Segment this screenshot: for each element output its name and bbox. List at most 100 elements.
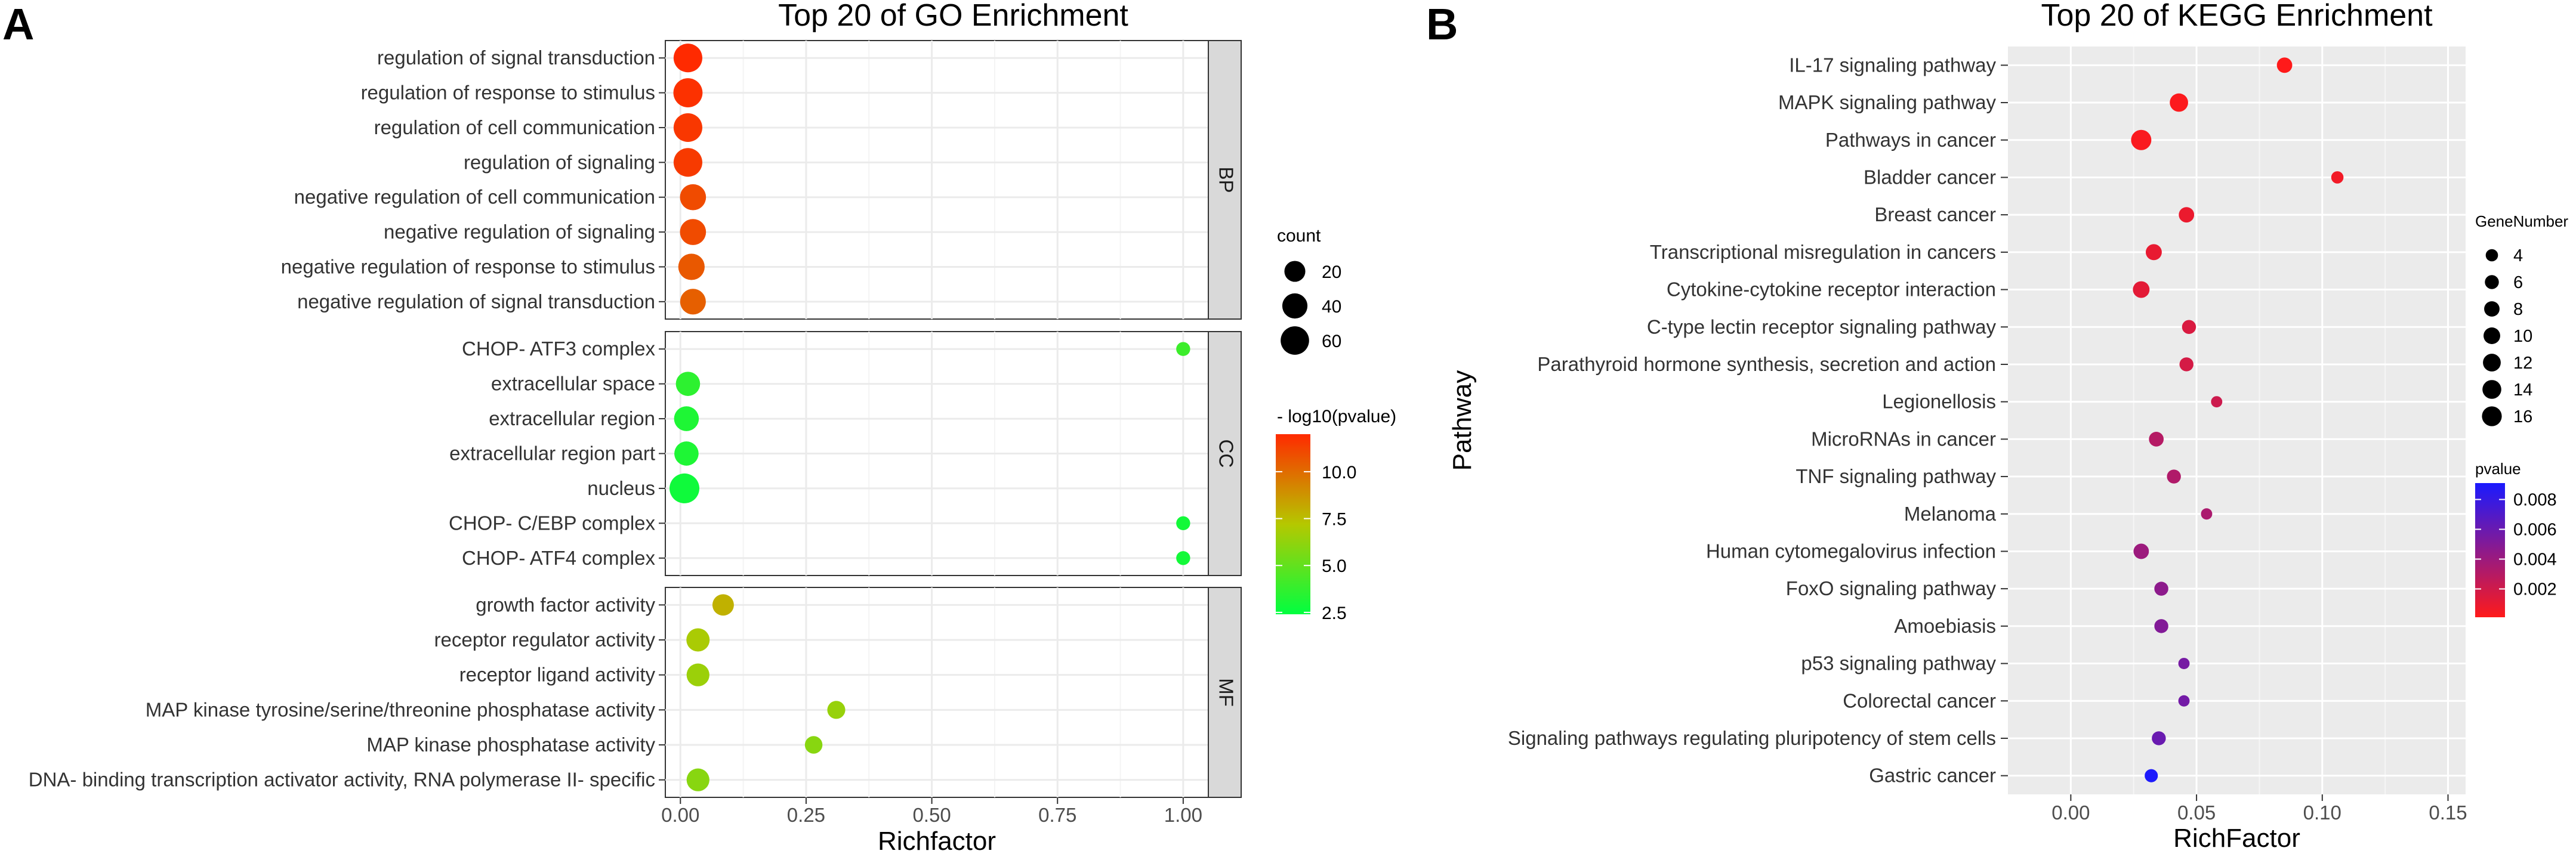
- go-point: [673, 148, 702, 177]
- go-term-label: negative regulation of cell communicatio…: [294, 186, 655, 208]
- go-point: [673, 113, 702, 142]
- kegg-colorbar-label: 0.008: [2513, 491, 2557, 510]
- kegg-size-legend-key: [2482, 380, 2501, 399]
- go-term-label: nucleus: [587, 477, 655, 499]
- go-point: [675, 372, 701, 396]
- go-facet-label: CC: [1215, 440, 1237, 468]
- kegg-color-legend-title: pvalue: [2475, 460, 2521, 478]
- kegg-pathway-label: Pathways in cancer: [1825, 129, 1996, 151]
- kegg-point: [2131, 129, 2152, 150]
- go-facet-strip-mf: [1208, 587, 1242, 798]
- go-term-label: negative regulation of signal transducti…: [297, 290, 655, 313]
- kegg-point: [2178, 695, 2190, 707]
- go-xtick-label: 0.75: [1038, 804, 1076, 826]
- kegg-x-axis-title: RichFactor: [2173, 824, 2300, 853]
- go-point: [674, 441, 699, 466]
- go-chart-title: Top 20 of GO Enrichment: [778, 0, 1128, 33]
- go-point: [827, 701, 846, 719]
- kegg-colorbar: [2475, 483, 2505, 617]
- kegg-point: [2152, 731, 2166, 745]
- kegg-point: [2182, 320, 2196, 334]
- kegg-xtick-label: 0.00: [2051, 802, 2090, 824]
- go-xtick-label: 1.00: [1164, 804, 1202, 826]
- go-point: [674, 406, 699, 431]
- go-point: [712, 594, 734, 616]
- kegg-y-axis-title: Pathway: [1448, 370, 1477, 471]
- go-size-legend-label: 60: [1322, 332, 1341, 351]
- kegg-pathway-label: Transcriptional misregulation in cancers: [1650, 241, 1996, 263]
- kegg-point: [2133, 543, 2149, 559]
- kegg-colorbar-label: 0.004: [2513, 550, 2557, 570]
- go-term-label: regulation of signal transduction: [377, 47, 655, 69]
- kegg-pathway-label: FoxO signaling pathway: [1786, 577, 1997, 599]
- kegg-point: [2133, 281, 2150, 298]
- kegg-xtick-label: 0.10: [2303, 802, 2341, 824]
- kegg-point: [2154, 581, 2168, 596]
- kegg-size-legend-label: 16: [2513, 407, 2532, 426]
- go-facet-label: MF: [1215, 678, 1237, 707]
- kegg-size-legend-key: [2484, 301, 2500, 317]
- kegg-point: [2179, 357, 2194, 372]
- go-point: [804, 736, 823, 754]
- kegg-size-legend-label: 4: [2513, 246, 2523, 265]
- go-colorbar: [1276, 434, 1310, 614]
- go-term-label: CHOP- ATF3 complex: [462, 338, 655, 360]
- kegg-point: [2145, 769, 2158, 782]
- kegg-xtick-label: 0.15: [2429, 802, 2467, 824]
- go-term-label: receptor regulator activity: [434, 629, 656, 651]
- kegg-pathway-label: Signaling pathways regulating pluripoten…: [1508, 727, 1996, 749]
- go-term-label: growth factor activity: [476, 593, 655, 615]
- kegg-point: [2178, 658, 2190, 670]
- kegg-pathway-label: Bladder cancer: [1864, 166, 1996, 188]
- kegg-pathway-label: Amoebiasis: [1894, 615, 1996, 637]
- kegg-point: [2145, 244, 2162, 261]
- kegg-pathway-label: p53 signaling pathway: [1801, 652, 1996, 675]
- kegg-size-legend-key: [2482, 406, 2502, 426]
- kegg-pathway-label: Gastric cancer: [1869, 765, 1996, 787]
- kegg-point: [2154, 619, 2168, 633]
- kegg-pathway-label: Breast cancer: [1874, 203, 1996, 225]
- go-color-legend-title: - log10(pvalue): [1277, 407, 1396, 426]
- kegg-size-legend-key: [2485, 275, 2499, 289]
- kegg-point: [2211, 396, 2223, 408]
- go-term-label: regulation of cell communication: [374, 116, 655, 138]
- kegg-point: [2201, 508, 2213, 520]
- kegg-point: [2331, 171, 2344, 184]
- go-point: [680, 219, 707, 245]
- kegg-pathway-label: MAPK signaling pathway: [1778, 91, 1997, 113]
- kegg-point: [2276, 57, 2293, 73]
- kegg-pathway-label: Human cytomegalovirus infection: [1706, 540, 1996, 562]
- go-term-label: extracellular region part: [449, 443, 655, 465]
- go-point: [673, 78, 703, 107]
- kegg-pathway-label: Colorectal cancer: [1843, 689, 1996, 711]
- kegg-size-legend-key: [2484, 327, 2500, 344]
- go-term-label: MAP kinase tyrosine/serine/threonine pho…: [146, 698, 656, 720]
- go-point: [686, 768, 709, 791]
- go-point: [1176, 342, 1190, 356]
- go-term-label: extracellular space: [491, 373, 655, 395]
- panel-letter-b: B: [1426, 0, 1458, 49]
- kegg-pathway-label: TNF signaling pathway: [1796, 465, 1996, 487]
- go-term-label: CHOP- ATF4 complex: [462, 547, 655, 569]
- kegg-pathway-label: C-type lectin receptor signaling pathway: [1647, 315, 1997, 338]
- go-size-legend-key: [1281, 326, 1309, 355]
- go-size-legend-label: 20: [1322, 262, 1341, 282]
- go-facet-panel-bp: [665, 40, 1209, 320]
- kegg-size-legend-key: [2483, 354, 2501, 372]
- kegg-chart-title: Top 20 of KEGG Enrichment: [2041, 0, 2433, 33]
- go-term-label: extracellular region: [489, 407, 655, 429]
- kegg-size-legend-title: GeneNumber: [2475, 212, 2568, 230]
- go-term-label: CHOP- C/EBP complex: [449, 512, 655, 534]
- kegg-colorbar-label: 0.002: [2513, 580, 2557, 599]
- go-point: [680, 184, 707, 211]
- go-colorbar-label: 5.0: [1322, 556, 1347, 576]
- kegg-size-legend-key: [2485, 249, 2498, 262]
- go-point: [673, 44, 702, 73]
- go-term-label: regulation of signaling: [464, 151, 655, 173]
- go-point: [1176, 516, 1190, 531]
- go-term-label: MAP kinase phosphatase activity: [366, 734, 655, 756]
- go-point: [686, 628, 710, 652]
- go-colorbar-label: 7.5: [1322, 510, 1347, 530]
- go-x-axis-title: Richfactor: [878, 827, 996, 854]
